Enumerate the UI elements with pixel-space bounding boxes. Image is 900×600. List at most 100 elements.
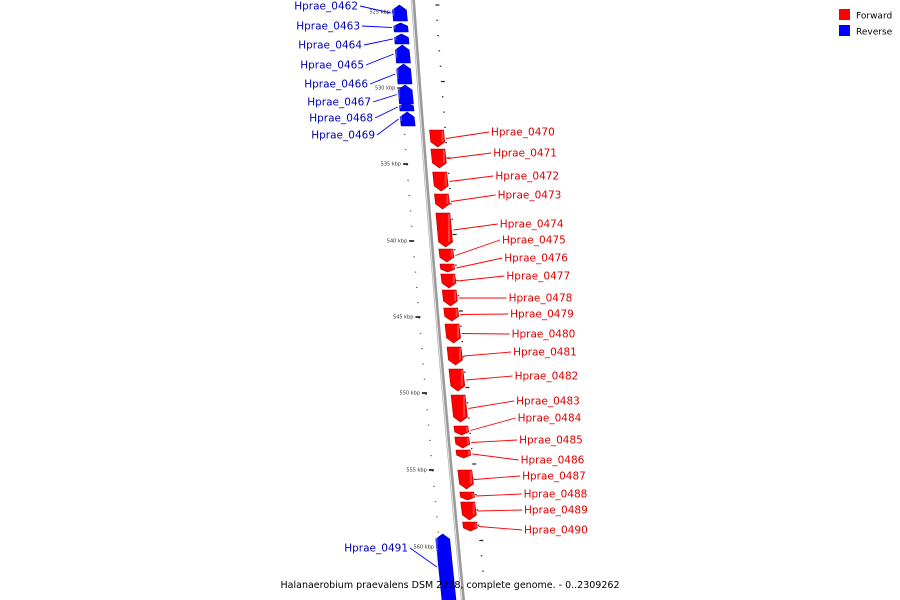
gene-arrow-hprae-0473[interactable] [434,193,450,210]
tick-label: 540 kbp [387,239,407,245]
gene-arrow-hprae-0463[interactable] [393,22,409,33]
gene-arrow-hprae-0472[interactable] [432,171,449,192]
gene-label-hprae-0466[interactable]: Hprae_0466 [304,79,368,91]
gene-label-hprae-0483[interactable]: Hprae_0483 [516,396,580,408]
leader-line [465,375,513,381]
backbone-highlight [411,0,463,600]
leader-line [468,400,515,409]
gene-features [392,4,478,600]
gene-arrow-hprae-0490[interactable] [462,521,478,532]
gene-label-hprae-0471[interactable]: Hprae_0471 [493,148,557,160]
gene-label-hprae-0478[interactable]: Hprae_0478 [509,293,573,305]
gene-arrow-hprae-0466[interactable] [396,63,413,85]
gene-arrow-shade [399,104,402,109]
gene-arrow-hprae-0464[interactable] [394,33,410,45]
gene-arrow-hprae-0486[interactable] [455,449,472,459]
gene-arrow-hprae-0465[interactable] [394,44,411,64]
leader-line [449,175,494,182]
leader-line [460,313,509,315]
gene-label-hprae-0463[interactable]: Hprae_0463 [296,21,360,33]
gene-arrow-hprae-0474[interactable] [435,212,453,248]
gene-arrow-hprae-0470[interactable] [429,129,446,148]
gene-label-hprae-0485[interactable]: Hprae_0485 [519,435,583,447]
gene-arrow-hprae-0475[interactable] [438,248,455,263]
gene-arrow-hprae-0469[interactable] [399,111,416,127]
gene-arrow-hprae-0462[interactable] [392,4,408,22]
gene-arrow-shade [447,214,450,242]
gene-arrow-shade [472,503,475,515]
gene-arrow-hprae-0477[interactable] [440,273,457,289]
gene-arrow-hprae-0483[interactable] [450,394,468,423]
leader-line [359,5,391,14]
gene-label-hprae-0482[interactable]: Hprae_0482 [515,371,579,383]
label-leader-lines [359,5,523,568]
gene-label-hprae-0469[interactable]: Hprae_0469 [311,130,375,142]
gene-label-hprae-0484[interactable]: Hprae_0484 [518,413,582,425]
gene-arrow-hprae-0476[interactable] [439,263,456,273]
gene-label-hprae-0464[interactable]: Hprae_0464 [298,40,362,52]
gene-arrow-hprae-0471[interactable] [430,148,447,169]
gene-label-hprae-0468[interactable]: Hprae_0468 [309,113,373,125]
gene-arrow-shade [465,427,468,432]
gene-arrow-hprae-0489[interactable] [460,501,477,521]
gene-arrow-shade [452,275,455,284]
gene-labels: Hprae_0462 Hprae_0463 Hprae_0464 Hprae_0465… [294,1,588,555]
gene-label-hprae-0489[interactable]: Hprae_0489 [524,505,588,517]
gene-arrow-hprae-0467[interactable] [397,84,414,105]
gene-label-hprae-0477[interactable]: Hprae_0477 [506,271,570,283]
gene-label-hprae-0475[interactable]: Hprae_0475 [502,235,566,247]
gene-arrow-shade [394,35,397,41]
gene-label-hprae-0473[interactable]: Hprae_0473 [498,190,562,202]
gene-arrow-hprae-0485[interactable] [454,436,471,449]
gene-arrow-hprae-0478[interactable] [441,289,458,307]
gene-arrow-hprae-0484[interactable] [453,425,470,436]
gene-label-hprae-0462[interactable]: Hprae_0462 [294,1,358,13]
leader-line [477,509,523,512]
leader-line [470,417,516,431]
gene-label-hprae-0465[interactable]: Hprae_0465 [300,60,364,72]
leader-line [372,94,397,103]
gene-arrow-shade [471,493,474,498]
gene-label-hprae-0487[interactable]: Hprae_0487 [522,471,586,483]
gene-label-hprae-0488[interactable]: Hprae_0488 [524,489,588,501]
gene-label-hprae-0479[interactable]: Hprae_0479 [510,309,574,321]
tick-label: 530 kbp [375,86,395,92]
leader-line [363,38,393,46]
gene-arrow-shade [474,523,477,528]
gene-arrow-shade [460,370,463,386]
gene-arrow-shade [463,396,466,417]
gene-label-hprae-0474[interactable]: Hprae_0474 [500,219,564,231]
tick-label: 555 kbp [406,468,426,474]
tick-label: 535 kbp [381,162,401,168]
gene-label-hprae-0476[interactable]: Hprae_0476 [504,253,568,265]
legend-forward-label: Forward [856,12,892,22]
gene-arrow-hprae-0480[interactable] [444,323,461,344]
gene-arrow-hprae-0468[interactable] [399,102,415,112]
gene-label-hprae-0480[interactable]: Hprae_0480 [512,329,576,341]
gene-arrow-hprae-0487[interactable] [457,469,474,490]
gene-arrow-hprae-0479[interactable] [443,307,460,322]
gene-label-hprae-0481[interactable]: Hprae_0481 [513,347,577,359]
gene-label-hprae-0470[interactable]: Hprae_0470 [491,127,555,139]
leader-line [471,439,518,443]
gene-arrow-hprae-0488[interactable] [459,491,475,501]
gene-arrow-shade [457,325,460,338]
leader-line [463,351,512,357]
gene-arrow-hprae-0482[interactable] [448,368,466,392]
genome-backbone [410,0,466,600]
gene-arrow-hprae-0481[interactable] [446,346,463,366]
leader-line [450,194,496,202]
leader-line [456,257,503,269]
gene-arrow-shade [398,86,401,99]
gene-label-hprae-0467[interactable]: Hprae_0467 [307,97,371,109]
leader-line [461,333,510,335]
gene-label-hprae-0472[interactable]: Hprae_0472 [495,171,559,183]
tick-label: 545 kbp [393,315,413,321]
tick-label: 560 kbp [414,545,434,551]
gene-label-hprae-0491[interactable]: Hprae_0491 [344,543,408,555]
tick-label: 550 kbp [400,391,420,397]
gene-label-hprae-0490[interactable]: Hprae_0490 [524,525,588,537]
gene-arrow-hprae-0491[interactable] [435,533,457,600]
leader-line [446,131,490,139]
gene-label-hprae-0486[interactable]: Hprae_0486 [521,455,585,467]
